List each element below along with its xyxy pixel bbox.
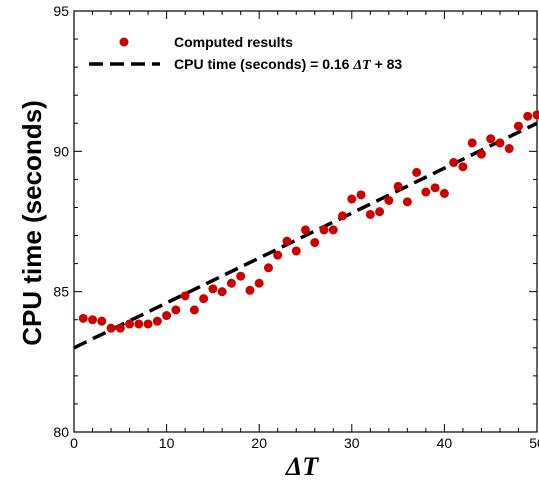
- data-point: [78, 313, 88, 323]
- data-point: [97, 316, 107, 326]
- data-point: [430, 183, 440, 193]
- computed-results-series: [78, 110, 539, 333]
- y-tick-label: 95: [53, 3, 69, 19]
- data-point: [486, 134, 496, 144]
- y-tick-label: 85: [53, 284, 69, 300]
- data-point: [152, 316, 162, 326]
- data-point: [245, 285, 255, 295]
- data-point: [263, 263, 273, 273]
- fit-line-series: [73, 121, 538, 350]
- data-point: [347, 194, 357, 204]
- data-point: [532, 110, 539, 120]
- legend-fit-variable: ΔT: [352, 58, 372, 73]
- plot-area: [73, 10, 538, 433]
- data-point: [254, 278, 264, 288]
- data-point: [134, 319, 144, 329]
- data-point: [291, 246, 301, 256]
- data-point: [162, 311, 172, 321]
- legend-fit-prefix: CPU time (seconds) = 0.16: [174, 56, 353, 72]
- data-point: [88, 315, 98, 325]
- x-tick-label: 30: [344, 435, 360, 451]
- axis-ticks: [73, 10, 538, 433]
- data-point: [310, 238, 320, 248]
- x-tick-label: 0: [70, 435, 78, 451]
- legend-label-fit-line: CPU time (seconds) = 0.16 ΔT + 83: [174, 56, 402, 73]
- data-point: [495, 138, 505, 148]
- data-point: [171, 305, 181, 315]
- data-point: [199, 294, 209, 304]
- data-point: [412, 167, 422, 177]
- data-point: [208, 284, 218, 294]
- y-tick-label: 80: [53, 424, 69, 440]
- axis-tick-labels: 0 10 20 30 40 50 80 85 90 95: [53, 3, 539, 451]
- x-tick-label: 10: [159, 435, 175, 451]
- data-point: [273, 250, 283, 260]
- legend: Computed results CPU time (seconds) = 0.…: [89, 34, 402, 73]
- data-point: [365, 209, 375, 219]
- data-point: [375, 207, 385, 217]
- data-point: [449, 158, 459, 168]
- data-point: [236, 271, 246, 281]
- data-point: [467, 138, 477, 148]
- data-point: [106, 323, 116, 333]
- data-point: [328, 225, 338, 235]
- data-point: [115, 323, 125, 333]
- data-point: [356, 190, 366, 200]
- data-point: [125, 319, 135, 329]
- data-point: [393, 181, 403, 191]
- x-tick-label: 40: [437, 435, 453, 451]
- data-point: [301, 225, 310, 235]
- legend-marker-computed-results: [119, 37, 129, 47]
- y-axis-title: CPU time (seconds): [17, 100, 47, 346]
- data-point: [319, 225, 329, 235]
- x-tick-label: 20: [251, 435, 267, 451]
- legend-fit-suffix: + 83: [371, 56, 403, 72]
- data-point: [226, 278, 236, 288]
- data-point: [458, 162, 468, 172]
- data-point: [421, 187, 431, 197]
- x-axis-title: ΔT: [285, 452, 319, 481]
- data-point: [384, 195, 394, 205]
- data-point: [189, 305, 199, 315]
- legend-label-computed-results: Computed results: [174, 34, 293, 50]
- fit-line: [73, 121, 538, 350]
- data-point: [402, 197, 412, 207]
- data-point: [217, 287, 227, 297]
- data-point: [180, 291, 190, 301]
- data-point: [523, 111, 533, 121]
- x-tick-label: 50: [529, 435, 539, 451]
- data-point: [476, 149, 486, 159]
- data-point: [143, 319, 153, 329]
- data-point: [513, 121, 523, 131]
- plot-frame: [73, 10, 538, 433]
- data-point: [338, 211, 348, 221]
- data-point: [282, 236, 292, 246]
- data-point: [439, 188, 449, 198]
- data-point: [504, 144, 514, 154]
- y-tick-label: 90: [53, 143, 69, 159]
